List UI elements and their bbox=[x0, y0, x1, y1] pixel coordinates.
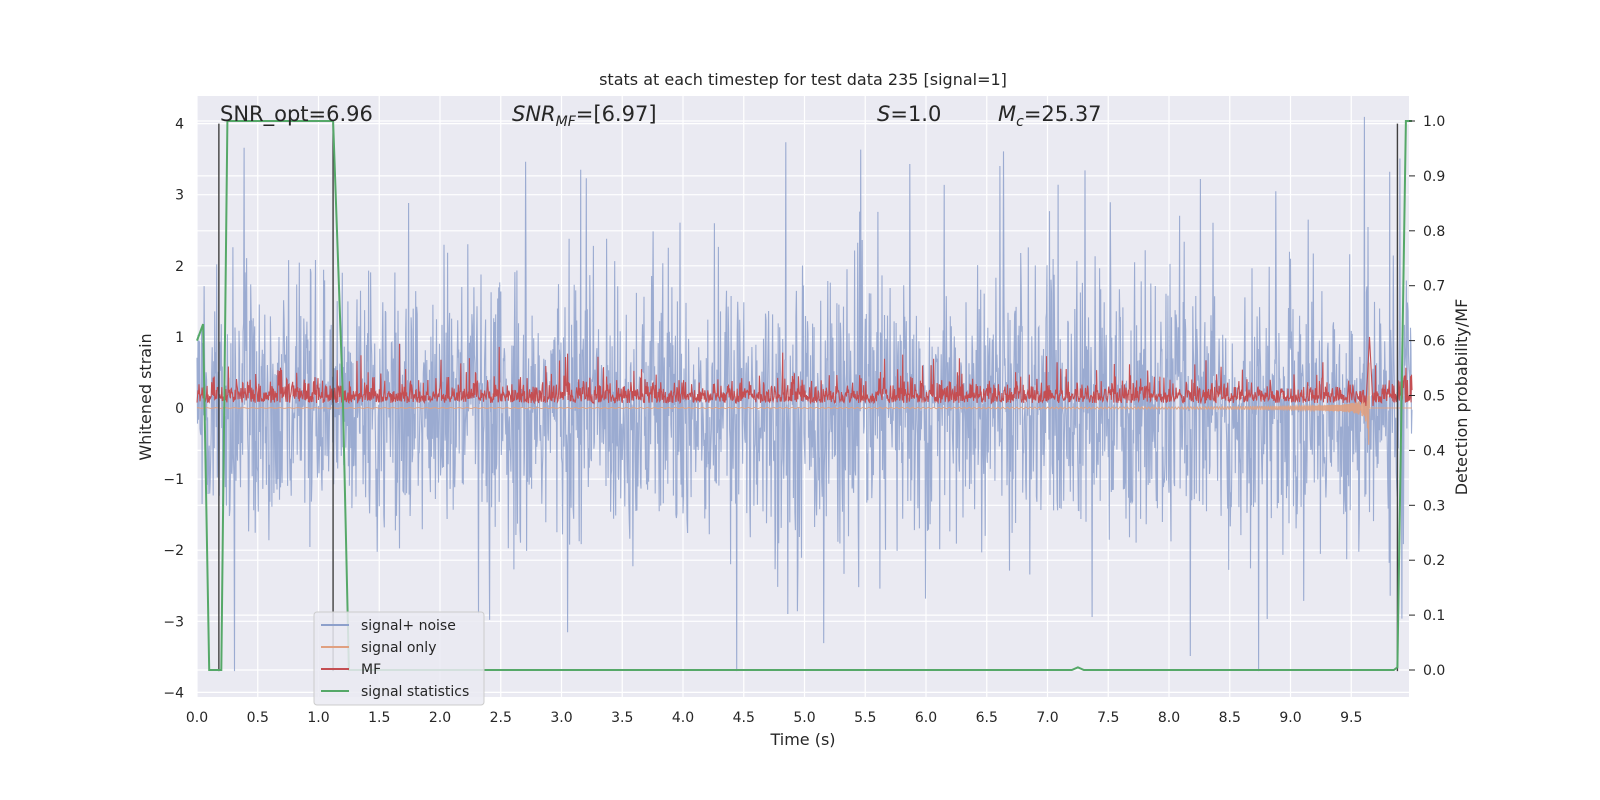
mc-subscript: c bbox=[1016, 114, 1024, 130]
x-tick-label: 7.0 bbox=[1036, 710, 1058, 726]
x-tick-label: 4.5 bbox=[733, 710, 755, 726]
y-tick-label-left: −3 bbox=[163, 614, 184, 630]
x-tick-label: 4.0 bbox=[672, 710, 694, 726]
legend-box bbox=[313, 611, 485, 706]
x-tick-label: 0.0 bbox=[186, 710, 208, 726]
snr-mf-symbol: SNR bbox=[512, 102, 556, 126]
y-tick-label-right: 0.1 bbox=[1423, 608, 1445, 624]
y-tick-label-right: 0.4 bbox=[1423, 443, 1445, 459]
snr-mf-value: =[6.97] bbox=[576, 102, 657, 126]
series-mf bbox=[196, 336, 1413, 407]
x-tick-label: 9.5 bbox=[1340, 710, 1362, 726]
x-ticks: 0.0 0.5 1.0 1.5 2.0 2.5 3.0 3.5 4.0 4.5 5.0 5.5 6.0 6… bbox=[186, 710, 1363, 726]
y-tick-label-right: 0.8 bbox=[1423, 224, 1445, 240]
y-tick-label-left: 2 bbox=[175, 259, 184, 275]
x-tick-label: 1.0 bbox=[307, 710, 329, 726]
y-tick-label-right: 0.2 bbox=[1423, 553, 1445, 569]
x-tick-label: 0.5 bbox=[247, 710, 269, 726]
y-tick-label-left: 1 bbox=[175, 330, 184, 346]
chart-title: stats at each timestep for test data 235… bbox=[599, 70, 1007, 89]
x-tick-label: 8.0 bbox=[1158, 710, 1180, 726]
x-axis-label: Time (s) bbox=[769, 730, 835, 749]
s-symbol: S bbox=[877, 102, 890, 126]
series-layer bbox=[196, 116, 1413, 672]
y-tick-label-left: −2 bbox=[163, 543, 184, 559]
y-tick-label-right: 0.6 bbox=[1423, 334, 1445, 350]
y-tick-label-right: 0.0 bbox=[1423, 663, 1445, 679]
y-tick-label-left: −4 bbox=[163, 685, 184, 701]
x-tick-label: 2.5 bbox=[490, 710, 512, 726]
y-ticks-right: 1.0 0.9 0.8 0.7 0.6 0.5 0.4 0.3 0.2 0.1 0.0 bbox=[1409, 114, 1445, 679]
legend-label-signal-noise: signal+ noise bbox=[361, 618, 456, 634]
y-tick-label-left: −1 bbox=[163, 472, 184, 488]
x-tick-label: 3.5 bbox=[611, 710, 633, 726]
annotation-snr-mf: SNRMF=[6.97] bbox=[512, 102, 657, 130]
x-tick-label: 5.5 bbox=[854, 710, 876, 726]
mc-symbol: M bbox=[998, 102, 1016, 126]
y-ticks-left: 4 3 2 1 0 −1 −2 −3 −4 bbox=[163, 117, 184, 702]
x-tick-label: 6.5 bbox=[976, 710, 998, 726]
x-tick-label: 1.5 bbox=[368, 710, 390, 726]
series-signal-statistics bbox=[196, 120, 1412, 671]
x-tick-label: 7.5 bbox=[1097, 710, 1119, 726]
signal-statistics-layer bbox=[196, 120, 1412, 671]
snr-mf-subscript: MF bbox=[556, 114, 577, 130]
vertical-lines bbox=[218, 123, 1399, 672]
legend-label-mf: MF bbox=[361, 662, 381, 678]
series-signal-only bbox=[197, 362, 1412, 445]
x-tick-label: 5.0 bbox=[793, 710, 815, 726]
mc-value: =25.37 bbox=[1024, 102, 1102, 126]
annotation-mc: Mc=25.37 bbox=[998, 102, 1102, 130]
annotation-s: S=1.0 bbox=[877, 102, 941, 126]
x-tick-label: 8.5 bbox=[1219, 710, 1241, 726]
y-tick-label-right: 1.0 bbox=[1423, 114, 1445, 130]
legend-label-signal-only: signal only bbox=[361, 640, 436, 656]
annotation-snr-opt: SNR_opt=6.96 bbox=[220, 102, 373, 127]
x-tick-label: 6.0 bbox=[915, 710, 937, 726]
y-axis-label-left: Whitened strain bbox=[136, 333, 155, 460]
legend: signal+ noise signal only MF signal stat… bbox=[313, 611, 485, 706]
y-tick-label-left: 0 bbox=[175, 401, 184, 417]
y-axis-label-right: Detection probability/MF bbox=[1452, 299, 1471, 496]
series-signal-noise bbox=[196, 116, 1413, 672]
x-tick-label: 2.0 bbox=[429, 710, 451, 726]
x-tick-label: 9.0 bbox=[1279, 710, 1301, 726]
y-tick-label-right: 0.7 bbox=[1423, 279, 1445, 295]
s-value: =1.0 bbox=[890, 102, 941, 126]
legend-label-signal-statistics: signal statistics bbox=[361, 684, 469, 700]
y-tick-label-right: 0.9 bbox=[1423, 169, 1445, 185]
y-tick-label-right: 0.3 bbox=[1423, 498, 1445, 514]
x-tick-label: 3.0 bbox=[550, 710, 572, 726]
y-tick-label-left: 3 bbox=[175, 188, 184, 204]
y-tick-label-right: 0.5 bbox=[1423, 389, 1445, 405]
y-tick-label-left: 4 bbox=[175, 117, 184, 133]
